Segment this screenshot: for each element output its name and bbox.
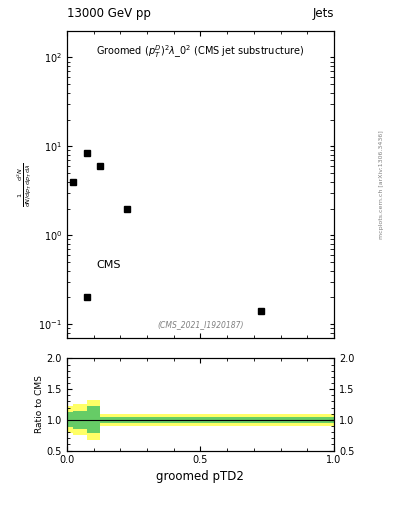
Text: 13000 GeV pp: 13000 GeV pp — [67, 8, 151, 20]
Bar — [87, 407, 100, 433]
Bar — [67, 413, 73, 427]
Bar — [87, 400, 100, 439]
Bar — [100, 417, 334, 423]
Bar — [100, 414, 334, 426]
Text: mcplots.cern.ch [arXiv:1306.3436]: mcplots.cern.ch [arXiv:1306.3436] — [379, 130, 384, 239]
Bar — [73, 404, 87, 435]
Y-axis label: $\frac{1}{\mathrm{d}N/\mathrm{d}p_T}\frac{\mathrm{d}^2N}{\mathrm{d}p_T\,\mathrm{: $\frac{1}{\mathrm{d}N/\mathrm{d}p_T}\fra… — [16, 162, 34, 206]
X-axis label: groomed pTD2: groomed pTD2 — [156, 470, 244, 483]
Bar — [73, 411, 87, 429]
Text: (CMS_2021_I1920187): (CMS_2021_I1920187) — [157, 319, 244, 329]
Bar — [67, 407, 73, 433]
Y-axis label: Ratio to CMS: Ratio to CMS — [35, 375, 44, 434]
Text: Jets: Jets — [312, 8, 334, 20]
Text: CMS: CMS — [96, 260, 121, 270]
Text: Groomed $(p_T^D)^2\lambda\_0^2$ (CMS jet substructure): Groomed $(p_T^D)^2\lambda\_0^2$ (CMS jet… — [96, 43, 305, 60]
